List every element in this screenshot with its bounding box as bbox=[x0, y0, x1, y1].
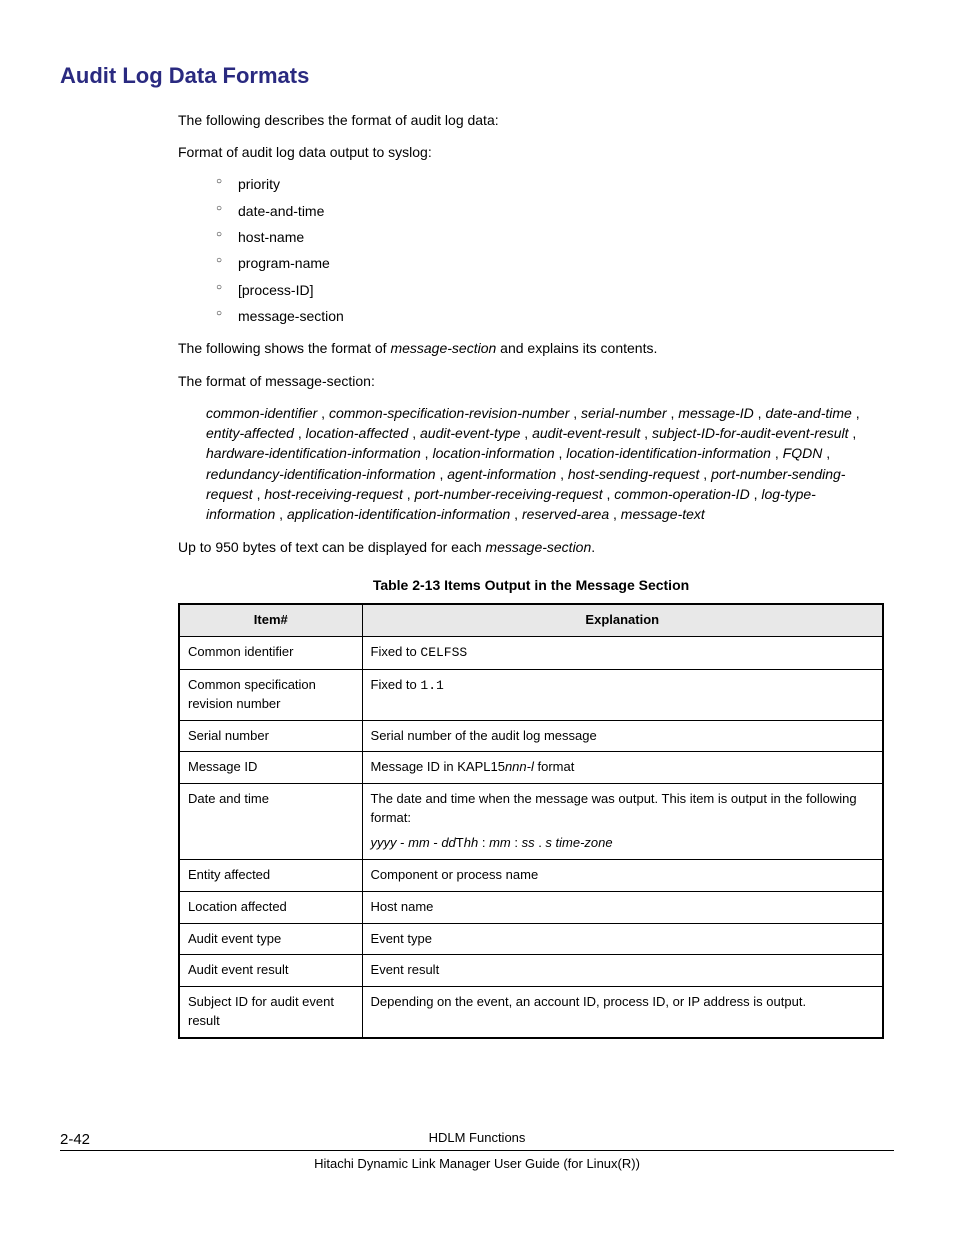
list-item: program-name bbox=[216, 253, 884, 273]
table-cell-item: Audit event type bbox=[179, 923, 362, 955]
text: and explains its contents. bbox=[496, 340, 657, 356]
table-row: Common identifierFixed to CELFSS bbox=[179, 637, 883, 670]
table-cell-explanation: Host name bbox=[362, 891, 883, 923]
table-cell-explanation: The date and time when the message was o… bbox=[362, 784, 883, 860]
table-row: Audit event typeEvent type bbox=[179, 923, 883, 955]
upto-bytes-note: Up to 950 bytes of text can be displayed… bbox=[178, 537, 884, 557]
table-row: Entity affectedComponent or process name bbox=[179, 859, 883, 891]
intro-paragraph-2: Format of audit log data output to syslo… bbox=[178, 142, 884, 162]
table-header-explanation: Explanation bbox=[362, 604, 883, 636]
table-cell-item: Serial number bbox=[179, 720, 362, 752]
table-header-item: Item# bbox=[179, 604, 362, 636]
message-section-table: Item# Explanation Common identifierFixed… bbox=[178, 603, 884, 1039]
text: Up to 950 bytes of text can be displayed… bbox=[178, 539, 485, 555]
table-body: Common identifierFixed to CELFSSCommon s… bbox=[179, 637, 883, 1038]
message-section-format: common-identifier , common-specification… bbox=[206, 403, 884, 525]
list-item: date-and-time bbox=[216, 201, 884, 221]
table-cell-item: Date and time bbox=[179, 784, 362, 860]
table-cell-explanation: Event result bbox=[362, 955, 883, 987]
text-italic: message-section bbox=[485, 539, 591, 555]
table-cell-item: Entity affected bbox=[179, 859, 362, 891]
table-row: Message IDMessage ID in KAPL15nnn-l form… bbox=[179, 752, 883, 784]
page-number: 2-42 bbox=[60, 1129, 90, 1151]
format-label: The format of message-section: bbox=[178, 371, 884, 391]
table-row: Date and timeThe date and time when the … bbox=[179, 784, 883, 860]
list-item: priority bbox=[216, 174, 884, 194]
table-header-row: Item# Explanation bbox=[179, 604, 883, 636]
message-section-intro: The following shows the format of messag… bbox=[178, 338, 884, 358]
table-row: Subject ID for audit event resultDependi… bbox=[179, 987, 883, 1038]
table-cell-explanation: Message ID in KAPL15nnn-l format bbox=[362, 752, 883, 784]
table-cell-item: Subject ID for audit event result bbox=[179, 987, 362, 1038]
table-cell-item: Audit event result bbox=[179, 955, 362, 987]
footer-title-2: Hitachi Dynamic Link Manager User Guide … bbox=[60, 1150, 894, 1174]
table-cell-item: Common specification revision number bbox=[179, 669, 362, 720]
table-cell-item: Common identifier bbox=[179, 637, 362, 670]
section-heading: Audit Log Data Formats bbox=[60, 60, 894, 92]
list-item: message-section bbox=[216, 306, 884, 326]
table-row: Audit event resultEvent result bbox=[179, 955, 883, 987]
table-caption: Table 2-13 Items Output in the Message S… bbox=[178, 575, 884, 595]
table-cell-explanation: Fixed to 1.1 bbox=[362, 669, 883, 720]
footer-title-1: HDLM Functions bbox=[60, 1129, 894, 1148]
table-cell-item: Message ID bbox=[179, 752, 362, 784]
table-cell-explanation: Depending on the event, an account ID, p… bbox=[362, 987, 883, 1038]
list-item: [process-ID] bbox=[216, 280, 884, 300]
table-row: Serial numberSerial number of the audit … bbox=[179, 720, 883, 752]
table-cell-explanation: Event type bbox=[362, 923, 883, 955]
table-cell-explanation: Fixed to CELFSS bbox=[362, 637, 883, 670]
text-italic: message-section bbox=[390, 340, 496, 356]
content-block: The following describes the format of au… bbox=[178, 110, 884, 1039]
table-cell-item: Location affected bbox=[179, 891, 362, 923]
text: . bbox=[591, 539, 595, 555]
table-cell-explanation: Component or process name bbox=[362, 859, 883, 891]
text: The following shows the format of bbox=[178, 340, 390, 356]
table-row: Common specification revision numberFixe… bbox=[179, 669, 883, 720]
syslog-field-list: priority date-and-time host-name program… bbox=[216, 174, 884, 326]
page-footer: 2-42 HDLM Functions Hitachi Dynamic Link… bbox=[60, 1129, 894, 1174]
table-cell-explanation: Serial number of the audit log message bbox=[362, 720, 883, 752]
intro-paragraph-1: The following describes the format of au… bbox=[178, 110, 884, 130]
list-item: host-name bbox=[216, 227, 884, 247]
table-row: Location affectedHost name bbox=[179, 891, 883, 923]
